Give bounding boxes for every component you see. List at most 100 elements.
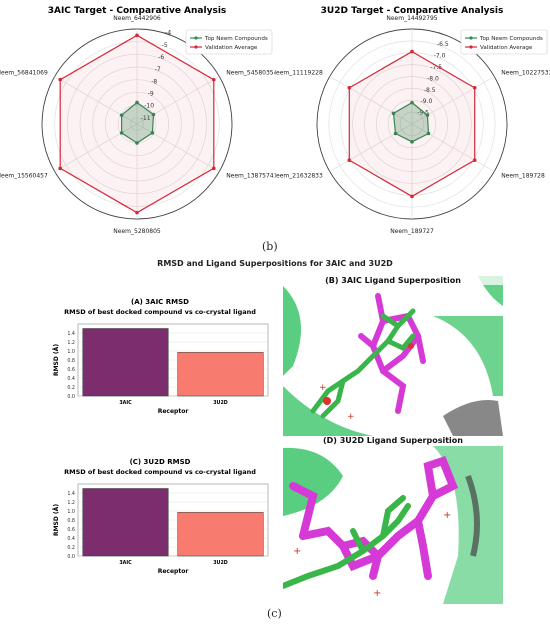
radar-point bbox=[58, 77, 63, 82]
radar-spoke bbox=[411, 123, 495, 172]
svg-text:+: + bbox=[347, 412, 355, 422]
radar-point bbox=[119, 131, 124, 135]
svg-text:+: + bbox=[373, 588, 381, 599]
radar-spoke bbox=[329, 123, 413, 172]
radar-tick-label: -8.0 bbox=[427, 75, 439, 82]
ligand-superposition-3u2d: (D) 3U2D Ligand Superposition + + + bbox=[283, 436, 503, 604]
radar-point bbox=[150, 131, 155, 135]
svg-text:+: + bbox=[443, 510, 451, 521]
radar-point bbox=[410, 194, 414, 199]
bar-subtitle: RMSD of best docked compound vs co-cryst… bbox=[64, 308, 256, 316]
y-tick-label: 1.4 bbox=[67, 331, 75, 337]
bar-chart-3aic-rmsd: (A) 3AIC RMSD RMSD of best docked compoun… bbox=[53, 298, 269, 415]
radar-spoke bbox=[136, 76, 220, 125]
bar bbox=[177, 512, 264, 557]
y-tick-label: 1.0 bbox=[67, 509, 75, 515]
radar-point bbox=[135, 141, 139, 145]
caption-c: (c) bbox=[267, 607, 282, 620]
y-tick-label: 0.4 bbox=[67, 376, 75, 382]
radar-tick-label: -5 bbox=[162, 42, 168, 49]
x-axis-label: Receptor bbox=[158, 408, 189, 415]
bar-title: (C) 3U2D RMSD bbox=[130, 458, 191, 466]
radar-tick-label: -4 bbox=[165, 30, 171, 37]
x-tick-label: 3U2D bbox=[213, 400, 228, 406]
y-tick-label: 0.0 bbox=[67, 554, 75, 560]
legend-marker bbox=[194, 36, 198, 40]
radar-axis-label: Neem_11119228 bbox=[275, 70, 323, 77]
radar-point bbox=[472, 85, 477, 90]
legend-label: Validation Average bbox=[205, 45, 258, 51]
radar-tick-label: -9.0 bbox=[421, 98, 433, 105]
radar-axis-label: Neem_15560457 bbox=[0, 173, 48, 180]
y-tick-label: 1.4 bbox=[67, 491, 75, 497]
legend-marker bbox=[469, 45, 473, 49]
svg-text:+: + bbox=[293, 546, 301, 557]
legend-marker bbox=[469, 36, 473, 40]
radar-point bbox=[410, 100, 414, 105]
radar-point bbox=[151, 112, 156, 117]
y-tick-label: 0.4 bbox=[67, 536, 75, 542]
panel-d-title: (D) 3U2D Ligand Superposition bbox=[283, 436, 503, 445]
svg-text:+: + bbox=[319, 383, 327, 393]
radar-tick-label: -8.5 bbox=[424, 87, 436, 94]
y-tick-label: 0.2 bbox=[67, 385, 75, 391]
radar-tick-label: -7.5 bbox=[430, 64, 442, 71]
legend-label: Top Neem Compounds bbox=[479, 36, 543, 42]
radar-point bbox=[391, 111, 396, 116]
radar-axis-label: Neem_6442906 bbox=[113, 15, 161, 22]
radar-point bbox=[347, 158, 352, 163]
x-tick-label: 3U2D bbox=[213, 560, 228, 566]
bar bbox=[177, 352, 264, 397]
y-tick-label: 0.0 bbox=[67, 394, 75, 400]
bar-subtitle: RMSD of best docked compound vs co-cryst… bbox=[64, 468, 256, 476]
y-tick-label: 0.2 bbox=[67, 545, 75, 551]
radar-point bbox=[211, 77, 216, 82]
radar-tick-label: -7 bbox=[155, 66, 161, 73]
radar-point bbox=[425, 113, 430, 117]
superposition-image-3aic: + + bbox=[283, 276, 503, 436]
radar-spoke bbox=[136, 123, 220, 172]
legend-box bbox=[460, 29, 548, 55]
radar-axis-label: Neem_102275331 bbox=[501, 70, 550, 77]
radar-tick-label: -8 bbox=[151, 78, 157, 85]
legend-box bbox=[185, 29, 273, 55]
superposition-image-3u2d: + + + bbox=[283, 436, 503, 604]
y-tick-label: 1.0 bbox=[67, 349, 75, 355]
bar bbox=[82, 328, 169, 397]
radar-chart-3aic: 3AIC Target - Comparative AnalysisNeem_6… bbox=[0, 6, 275, 235]
radar-spoke bbox=[411, 76, 495, 125]
bar-chart-3u2d-rmsd: (C) 3U2D RMSD RMSD of best docked compoun… bbox=[53, 458, 269, 575]
legend-label: Validation Average bbox=[480, 45, 533, 51]
radar-point bbox=[135, 100, 139, 105]
radar-tick-label: -10 bbox=[144, 103, 154, 110]
y-tick-label: 0.8 bbox=[67, 358, 75, 364]
radar-legend: Top Neem Compounds Validation Average bbox=[460, 29, 548, 55]
radar-title: 3U2D Target - Comparative Analysis bbox=[321, 6, 504, 16]
legend-marker bbox=[194, 45, 198, 49]
x-axis-label: Receptor bbox=[158, 568, 189, 575]
radar-tick-label: -7.0 bbox=[434, 53, 446, 60]
radar-axis-label: Neem_189728 bbox=[501, 173, 545, 180]
radar-spoke bbox=[54, 123, 138, 172]
radar-spoke bbox=[54, 76, 138, 125]
radar-point bbox=[472, 158, 477, 163]
radar-tick-label: -11 bbox=[141, 115, 151, 122]
caption-b: (b) bbox=[262, 240, 278, 253]
radar-tick-label: -6 bbox=[158, 54, 164, 61]
radar-point bbox=[58, 166, 63, 171]
panel-b-title: (B) 3AIC Ligand Superposition bbox=[283, 276, 503, 285]
radar-point bbox=[347, 85, 352, 90]
radar-point bbox=[135, 210, 139, 215]
section-title: RMSD and Ligand Superpositions for 3AIC … bbox=[157, 259, 393, 268]
radar-axis-label: Neem_13875741 bbox=[226, 173, 275, 180]
radar-legend: Top Neem Compounds Validation Average bbox=[185, 29, 273, 55]
ligand-superposition-3aic: (B) 3AIC Ligand Superposition + + bbox=[283, 276, 503, 436]
legend-label: Top Neem Compounds bbox=[204, 36, 268, 42]
x-tick-label: 3AIC bbox=[119, 400, 132, 406]
radar-tick-label: -9.5 bbox=[417, 110, 429, 117]
radar-point bbox=[211, 166, 216, 171]
radar-axis-label: Neem_14492795 bbox=[386, 15, 437, 22]
radar-tick-label: -9 bbox=[148, 91, 154, 98]
radar-axis-label: Neem_54580354 bbox=[226, 70, 275, 77]
radar-axis-label: Neem_56841069 bbox=[0, 70, 48, 77]
